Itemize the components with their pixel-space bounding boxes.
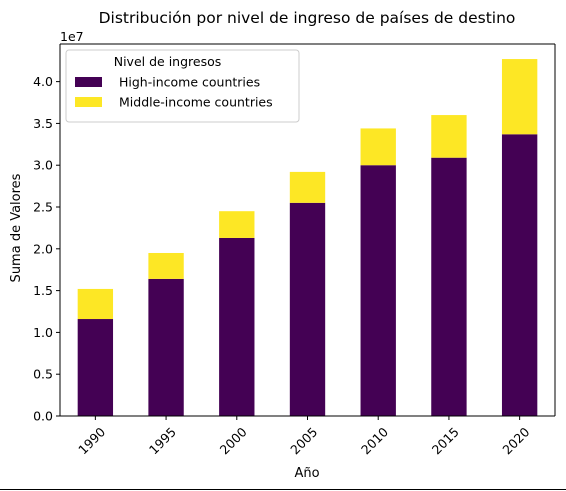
x-axis-label: Año [294,466,319,481]
y-tick-label: 1.0 [33,325,53,340]
y-tick-label: 4.0 [33,74,53,89]
x-tick-label: 1995 [146,424,179,457]
chart-title: Distribución por nivel de ingreso de paí… [99,9,516,27]
bar-2010-series-1 [360,165,396,416]
y-tick-label: 1.5 [33,283,53,298]
y-axis-offset-label: 1e7 [60,29,84,44]
bar-2000-series-1 [219,237,255,416]
legend-label: High-income countries [119,75,260,90]
bar-1990-series-2 [77,288,114,320]
x-tick-label: 2020 [499,424,532,457]
y-axis-label: Suma de Valores [9,173,24,282]
x-tick-label: 2010 [358,424,391,457]
legend: Nivel de ingresos High-income countries Mi… [65,49,300,123]
legend-swatch [75,77,102,87]
bar-1995-series-1 [148,278,184,416]
plot-area: 0.0 0.5 1.0 1.5 2.0 2.5 3.0 3.5 4.0 1990 1995 2000 2… [33,43,556,457]
y-tick-label: 2.0 [33,241,53,256]
legend-title: Nivel de ingresos [114,54,222,69]
legend-box [65,49,300,123]
bar-2020-series-2 [501,59,538,135]
x-tick-label: 2000 [217,424,250,457]
legend-label: Middle-income countries [119,95,273,110]
legend-swatch [75,97,102,107]
bar-2015-series-2 [431,115,467,158]
y-tick-label: 3.0 [33,158,53,173]
bar-1995-series-2 [148,252,184,279]
x-tick-label: 2015 [429,424,462,457]
bar-2005-series-2 [289,171,326,203]
y-tick-label: 3.5 [33,116,53,131]
bar-2015-series-1 [431,157,467,416]
bar-1990-series-1 [77,319,114,416]
x-tick-label: 2005 [287,424,320,457]
bar-2020-series-1 [501,134,538,416]
x-tick-label: 1990 [75,424,108,457]
bar-2010-series-2 [360,128,396,166]
bar-2005-series-1 [289,202,326,416]
y-tick-label: 0.5 [33,367,53,382]
y-tick-label: 0.0 [33,409,53,424]
bar-2000-series-2 [219,211,255,238]
y-tick-label: 2.5 [33,200,53,215]
